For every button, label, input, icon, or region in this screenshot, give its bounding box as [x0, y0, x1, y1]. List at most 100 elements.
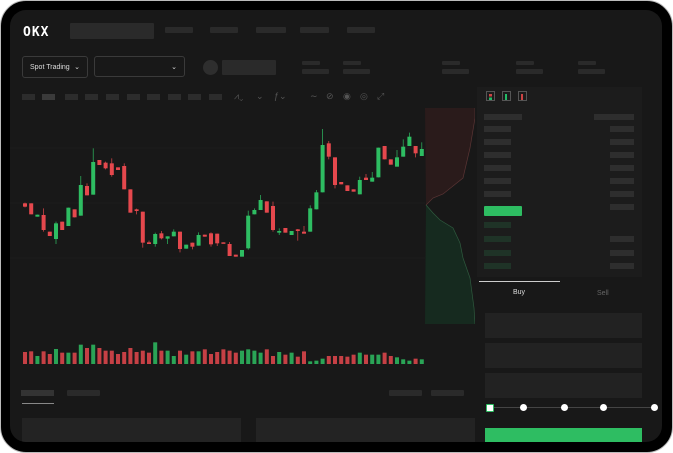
- stat-label: [343, 61, 361, 65]
- total-input[interactable]: [485, 373, 642, 398]
- draw-icon[interactable]: ƒ⌄: [274, 91, 287, 101]
- search-bar[interactable]: [70, 23, 154, 39]
- ask-depth-line: [425, 108, 475, 206]
- volume-bar: [41, 351, 46, 364]
- bid-price: [484, 250, 511, 256]
- candle-body: [215, 233, 220, 244]
- tab-open-orders[interactable]: [21, 390, 54, 396]
- amount-column-header: [594, 114, 634, 120]
- indicator-icon[interactable]: ⌄: [256, 91, 264, 101]
- volume-bar: [345, 356, 350, 364]
- candle-body: [370, 177, 375, 182]
- candle-body: [54, 223, 58, 239]
- mid-price: [484, 206, 522, 216]
- volume-bar: [419, 359, 424, 364]
- ask-price: [484, 165, 511, 171]
- tab-order-history[interactable]: [67, 390, 100, 396]
- volume-bar: [147, 352, 151, 364]
- candle-body: [60, 221, 65, 230]
- volume-bar: [333, 356, 337, 364]
- timeframe-button[interactable]: [127, 94, 140, 100]
- order-book-view-asks-icon[interactable]: [518, 91, 527, 101]
- ask-amount: [610, 191, 634, 197]
- timeframe-button[interactable]: [85, 94, 98, 100]
- stat-value: [442, 69, 469, 74]
- spot-trading-dropdown[interactable]: Spot Trading ⌄: [22, 56, 88, 78]
- timeframe-button[interactable]: [106, 94, 119, 100]
- chevron-down-icon: ⌄: [74, 64, 80, 71]
- candle-body: [196, 235, 201, 246]
- nav-item[interactable]: [300, 27, 329, 33]
- volume-bar: [72, 352, 77, 364]
- fullscreen-icon[interactable]: ⤢: [377, 91, 385, 101]
- timeframe-button[interactable]: [188, 94, 201, 100]
- stat-label: [302, 61, 320, 65]
- candle-body: [78, 185, 83, 216]
- slider-step-75[interactable]: [600, 404, 607, 411]
- candle-body: [376, 147, 381, 178]
- candle-body: [190, 242, 195, 247]
- timeframe-button[interactable]: [22, 94, 35, 100]
- ask-amount: [610, 126, 634, 132]
- ask-price: [484, 139, 511, 145]
- volume-bar: [382, 352, 387, 364]
- ask-price: [484, 191, 511, 197]
- nav-item[interactable]: [256, 27, 286, 33]
- pair-dropdown[interactable]: ⌄: [94, 56, 185, 77]
- volume-bar: [116, 354, 120, 364]
- amount-input[interactable]: [485, 343, 642, 368]
- timeframe-button[interactable]: [168, 94, 181, 100]
- nav-item[interactable]: [165, 27, 193, 33]
- active-tab-underline: [22, 403, 54, 404]
- stat-value: [516, 69, 543, 74]
- candle-body: [47, 231, 52, 236]
- timeframe-button[interactable]: [147, 94, 160, 100]
- amount-slider-track[interactable]: [490, 407, 655, 408]
- candle-body: [221, 242, 226, 244]
- tab-sell[interactable]: Sell: [597, 290, 609, 297]
- volume-bar: [109, 350, 114, 364]
- timeframe-button[interactable]: [42, 94, 55, 100]
- depth-chart: [425, 108, 475, 324]
- candle-body: [320, 145, 325, 193]
- slider-step-100[interactable]: [651, 404, 658, 411]
- volume-bar: [370, 354, 375, 364]
- volume-bar: [320, 358, 325, 364]
- ask-price: [484, 126, 511, 132]
- filter-button[interactable]: [431, 390, 464, 396]
- slider-step-50[interactable]: [561, 404, 568, 411]
- volume-bar: [78, 344, 83, 364]
- volume-bar: [122, 352, 127, 364]
- nav-item[interactable]: [347, 27, 375, 33]
- volume-bar: [140, 350, 145, 364]
- order-book-view-both-icon[interactable]: [486, 91, 495, 101]
- settings-icon[interactable]: ◎: [360, 91, 368, 101]
- amount-slider-handle[interactable]: [486, 404, 494, 412]
- candle-type-icon[interactable]: ⩘⌄: [234, 91, 244, 101]
- filter-button[interactable]: [389, 390, 422, 396]
- candle-body: [184, 244, 189, 249]
- nav-item[interactable]: [210, 27, 238, 33]
- order-book-view-bids-icon[interactable]: [502, 91, 511, 101]
- line-icon[interactable]: ∼: [310, 91, 318, 101]
- volume-bar: [60, 352, 65, 364]
- volume-bar: [159, 350, 164, 364]
- ruler-icon[interactable]: ⊘: [326, 91, 334, 101]
- volume-bar: [190, 351, 195, 364]
- bid-price: [484, 263, 511, 269]
- timeframe-button[interactable]: [65, 94, 78, 100]
- volume-bar: [388, 356, 393, 364]
- candlestick-chart[interactable]: [10, 10, 480, 380]
- buy-button[interactable]: [485, 428, 642, 442]
- price-input[interactable]: [485, 313, 642, 338]
- volume-bar: [85, 348, 89, 364]
- bid-price: [484, 222, 511, 228]
- candle-body: [116, 167, 120, 170]
- tab-buy[interactable]: Buy: [513, 289, 526, 296]
- camera-icon[interactable]: ◉: [343, 91, 351, 101]
- bid-amount: [610, 250, 634, 256]
- candle-body: [339, 182, 344, 185]
- volume-bar: [364, 354, 368, 364]
- slider-step-25[interactable]: [520, 404, 527, 411]
- timeframe-button[interactable]: [209, 94, 222, 100]
